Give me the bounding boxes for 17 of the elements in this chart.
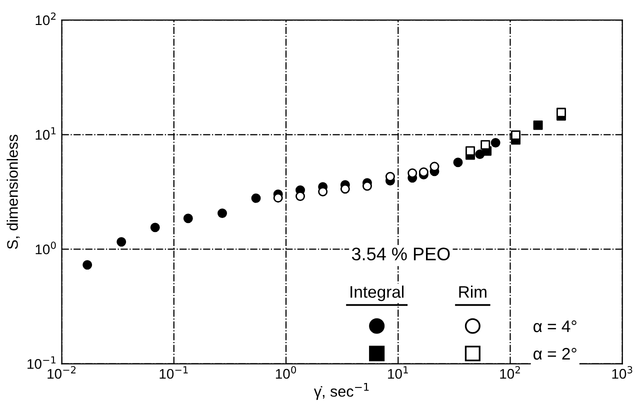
x-tick-label: 10$^{3}$	[612, 366, 632, 379]
x-axis-title: γ̇, sec$^{−1}$	[314, 383, 369, 400]
y-tick-label: 10$^{2}$	[36, 12, 56, 26]
x-tick-label: 10$^{−2}$	[48, 366, 76, 379]
annotation: α = 4°	[534, 320, 576, 332]
y-axis-title: S, dimensionless	[6, 134, 20, 249]
y-tick-label: 10$^{−1}$	[28, 356, 56, 369]
x-tick-label: 10$^{1}$	[388, 366, 408, 379]
annotation: α = 2°	[534, 348, 576, 360]
x-tick-label: 10$^{0}$	[276, 366, 296, 379]
y-tick-label: 10$^{1}$	[36, 127, 56, 140]
y-tick-label: 10$^{0}$	[36, 242, 56, 254]
x-tick-label: 10$^{−1}$	[160, 366, 188, 379]
annotation: Rim	[459, 286, 486, 298]
annotation: Integral	[350, 286, 404, 302]
x-tick-label: 10$^{2}$	[500, 366, 520, 379]
annotation: 3.54 % PEO	[352, 248, 450, 260]
